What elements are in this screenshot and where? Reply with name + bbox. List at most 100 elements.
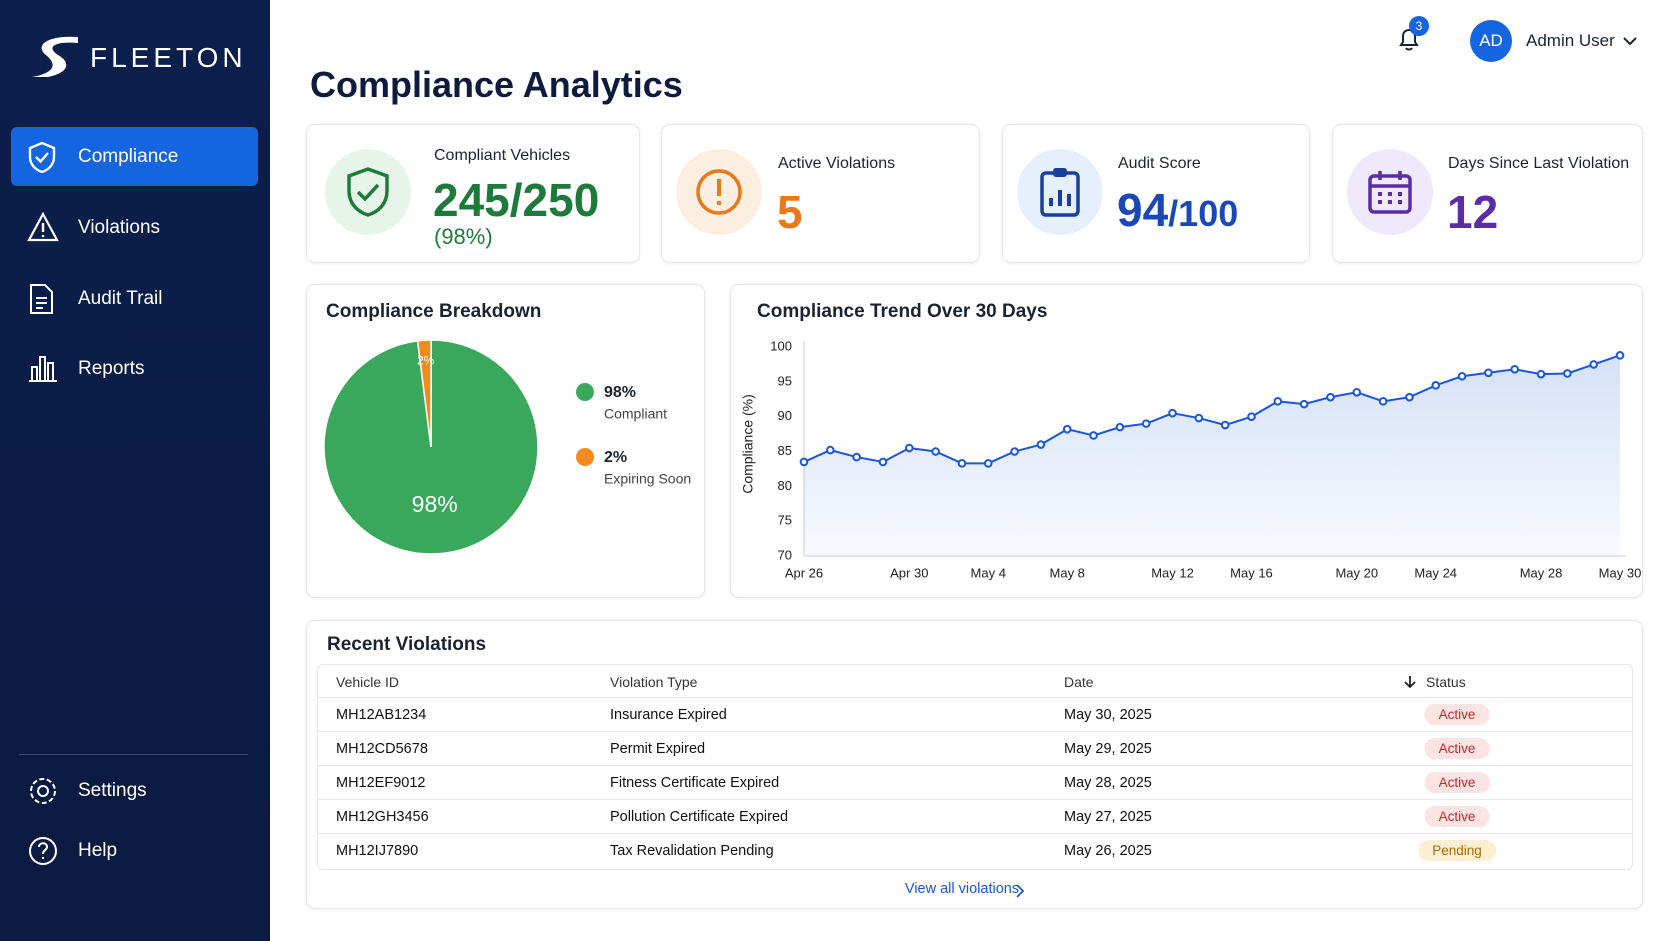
kpi-value: 94/100 [1117, 183, 1238, 237]
table-cell: Permit Expired [610, 741, 706, 757]
y-tick-label: 100 [770, 338, 792, 353]
avatar[interactable]: AD [1470, 20, 1512, 62]
divider [19, 754, 248, 755]
chart-title: Compliance Trend Over 30 Days [757, 301, 1047, 322]
kpi-value: 245/250 [433, 173, 599, 227]
nav-item[interactable]: Reports [11, 339, 258, 398]
row-divider [318, 765, 1632, 766]
legend-swatch [576, 383, 594, 401]
kpi-icon [1347, 149, 1433, 235]
point [1115, 422, 1125, 432]
kpi-icon [1017, 149, 1103, 235]
y-tick-label: 85 [778, 443, 792, 458]
point [1010, 447, 1019, 456]
status-badge: Pending [1418, 840, 1496, 861]
point [852, 452, 861, 462]
point [983, 459, 993, 468]
table-frame [317, 664, 1633, 870]
column-header: Vehicle ID [336, 674, 400, 690]
nav-item[interactable]: Audit Trail [11, 269, 258, 328]
table-cell: May 27, 2025 [1064, 809, 1152, 825]
legend-swatch [576, 448, 594, 466]
x-tick-label: May 20 [1335, 565, 1378, 580]
kpi-value: 5 [777, 186, 803, 238]
table-cell: May 30, 2025 [1064, 707, 1152, 723]
x-tick-label: May 4 [971, 565, 1006, 580]
x-tick-label: May 30 [1599, 565, 1642, 580]
kpi-card: Days Since Last Violation 12 [1332, 124, 1643, 263]
user-name[interactable]: Admin User [1526, 31, 1615, 50]
row-divider [318, 833, 1632, 834]
slice-label: 2% [417, 354, 435, 368]
legend-label: Expiring Soon [604, 471, 691, 487]
point [1352, 387, 1362, 397]
point [1299, 399, 1309, 409]
kpi-icon [676, 149, 762, 235]
nav-label: Audit Trail [78, 287, 163, 309]
status-badge: Active [1424, 772, 1490, 793]
table-cell: May 29, 2025 [1064, 741, 1152, 757]
dropdown-icon[interactable] [1622, 36, 1638, 46]
y-tick-label: 80 [778, 478, 792, 493]
nav-label: Reports [78, 357, 145, 379]
kpi-note: (98%) [434, 224, 493, 249]
x-tick-label: May 16 [1230, 565, 1273, 580]
legend-value: 2% [604, 449, 627, 466]
table-cell: May 28, 2025 [1064, 775, 1152, 791]
y-tick-label: 70 [778, 547, 792, 562]
point [1405, 392, 1414, 402]
y-tick-label: 90 [778, 408, 792, 423]
row-divider [318, 799, 1632, 800]
line-panel: Compliance Trend Over 30 Days Compliance… [730, 284, 1643, 598]
point [1536, 369, 1546, 379]
nav-item[interactable]: Compliance [11, 127, 258, 186]
section-title: Recent Violations [327, 634, 487, 655]
point [904, 443, 914, 453]
table-cell: May 26, 2025 [1064, 843, 1152, 859]
status-badge: Active [1424, 806, 1490, 827]
point [1141, 419, 1151, 428]
sort-icon[interactable] [1403, 674, 1417, 690]
kpi-label: Active Violations [778, 155, 896, 172]
point [1615, 351, 1625, 360]
y-axis-label: Compliance (%) [740, 394, 756, 494]
column-header: Status [1426, 674, 1466, 690]
violations-panel: Recent Violations View all violations Ve… [306, 620, 1643, 909]
line [803, 354, 1621, 465]
point [1589, 360, 1598, 369]
point [1273, 397, 1283, 406]
point [1510, 364, 1520, 374]
table-cell: MH12EF9012 [336, 775, 426, 791]
page-title: Compliance Analytics [310, 64, 683, 105]
point [826, 445, 835, 455]
nav-label: Compliance [78, 145, 179, 167]
nav-item[interactable]: Help [11, 821, 258, 880]
kpi-card: Audit Score 94/100 [1002, 124, 1310, 263]
legend-value: 98% [604, 384, 636, 401]
kpi-label: Compliant Vehicles [434, 147, 571, 164]
nav-label: Settings [78, 779, 147, 801]
nav-item[interactable]: Violations [11, 198, 258, 257]
column-header: Date [1064, 674, 1094, 690]
kpi-icon [325, 149, 411, 235]
sidebar: FLEETON Compliance Violations Audit Trai… [0, 0, 270, 941]
view-all-link[interactable]: View all violations [904, 881, 1020, 897]
kpi-value: 12 [1447, 186, 1499, 238]
point [1168, 408, 1177, 418]
y-tick-label: 75 [778, 513, 792, 528]
table-cell: MH12IJ7890 [336, 843, 419, 859]
kpi-card: Compliant Vehicles 245/250 (98%) [306, 124, 640, 263]
point [957, 459, 967, 468]
chevron-icon[interactable] [1015, 883, 1025, 899]
chart-title: Compliance Breakdown [326, 301, 541, 322]
nav-item[interactable]: Settings [11, 761, 258, 820]
point [1378, 397, 1388, 406]
row-divider [318, 731, 1632, 732]
point [878, 457, 888, 467]
legend-label: Compliant [604, 406, 667, 422]
x-tick-label: May 12 [1151, 565, 1194, 580]
area [804, 355, 1620, 556]
point [1484, 368, 1493, 378]
y-tick-label: 95 [778, 373, 792, 388]
